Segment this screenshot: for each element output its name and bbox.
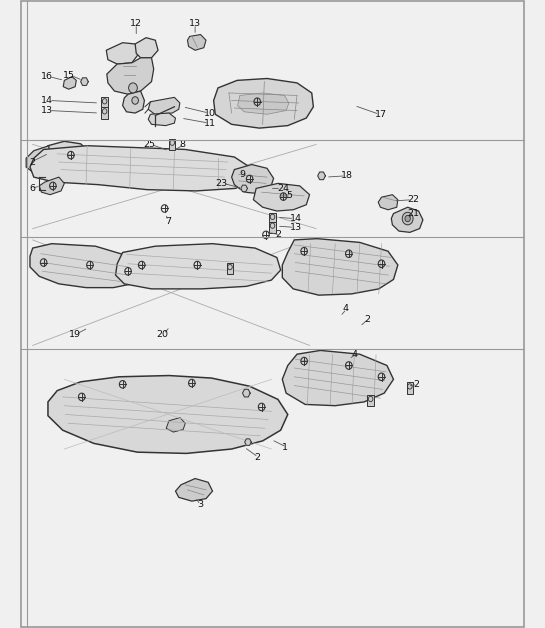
Text: 20: 20 bbox=[156, 330, 168, 338]
Polygon shape bbox=[391, 207, 423, 232]
Bar bbox=[227, 263, 233, 274]
Bar bbox=[367, 395, 374, 406]
Text: 8: 8 bbox=[180, 140, 186, 149]
Text: 2: 2 bbox=[254, 453, 260, 462]
Text: 24: 24 bbox=[277, 184, 289, 193]
Polygon shape bbox=[245, 439, 251, 445]
Text: 15: 15 bbox=[63, 71, 75, 80]
Bar bbox=[169, 139, 175, 150]
Polygon shape bbox=[30, 146, 253, 191]
Polygon shape bbox=[63, 77, 76, 89]
Text: 14: 14 bbox=[290, 214, 302, 223]
Circle shape bbox=[402, 212, 413, 225]
Polygon shape bbox=[107, 58, 154, 94]
Text: 2: 2 bbox=[29, 158, 35, 166]
Text: 2: 2 bbox=[364, 315, 370, 323]
Polygon shape bbox=[81, 78, 88, 85]
Polygon shape bbox=[241, 185, 247, 192]
Text: 19: 19 bbox=[69, 330, 81, 338]
Text: 9: 9 bbox=[240, 170, 246, 179]
Polygon shape bbox=[26, 146, 49, 172]
Text: 2: 2 bbox=[413, 380, 419, 389]
Circle shape bbox=[132, 97, 138, 104]
Text: 4: 4 bbox=[342, 305, 348, 313]
Polygon shape bbox=[378, 195, 398, 210]
Polygon shape bbox=[116, 244, 281, 289]
Polygon shape bbox=[175, 479, 213, 501]
Text: 23: 23 bbox=[216, 179, 228, 188]
Polygon shape bbox=[48, 376, 288, 453]
Circle shape bbox=[129, 83, 137, 93]
Polygon shape bbox=[238, 93, 289, 114]
Bar bbox=[407, 382, 413, 394]
Text: 16: 16 bbox=[41, 72, 53, 81]
Text: 25: 25 bbox=[143, 140, 155, 149]
Text: 11: 11 bbox=[204, 119, 216, 127]
Polygon shape bbox=[214, 78, 313, 128]
Circle shape bbox=[405, 215, 410, 222]
Text: 14: 14 bbox=[41, 96, 53, 105]
Text: 17: 17 bbox=[375, 110, 387, 119]
Text: 1: 1 bbox=[282, 443, 288, 452]
Bar bbox=[269, 213, 276, 224]
Polygon shape bbox=[30, 244, 141, 288]
Polygon shape bbox=[243, 389, 250, 397]
Polygon shape bbox=[253, 183, 310, 211]
Polygon shape bbox=[135, 38, 158, 58]
Polygon shape bbox=[148, 113, 175, 126]
Text: 6: 6 bbox=[29, 184, 35, 193]
Polygon shape bbox=[123, 91, 144, 113]
Text: 10: 10 bbox=[204, 109, 216, 117]
Polygon shape bbox=[187, 35, 206, 50]
Polygon shape bbox=[232, 165, 274, 193]
Text: 21: 21 bbox=[408, 209, 420, 218]
Bar bbox=[101, 97, 108, 109]
Text: 5: 5 bbox=[287, 192, 293, 200]
Polygon shape bbox=[148, 97, 180, 114]
Polygon shape bbox=[106, 43, 139, 64]
Text: 7: 7 bbox=[165, 217, 171, 225]
Polygon shape bbox=[318, 172, 325, 180]
Text: 22: 22 bbox=[408, 195, 420, 204]
Polygon shape bbox=[39, 177, 64, 195]
Polygon shape bbox=[166, 418, 185, 432]
Polygon shape bbox=[43, 141, 88, 166]
Text: 18: 18 bbox=[341, 171, 353, 180]
Polygon shape bbox=[282, 239, 398, 295]
Bar bbox=[269, 222, 276, 233]
Text: 13: 13 bbox=[290, 223, 302, 232]
Text: 4: 4 bbox=[352, 350, 358, 359]
Polygon shape bbox=[282, 350, 393, 406]
Text: 13: 13 bbox=[189, 19, 201, 28]
Text: 2: 2 bbox=[276, 230, 282, 239]
Bar bbox=[101, 107, 108, 119]
Text: 13: 13 bbox=[41, 106, 53, 115]
Text: 3: 3 bbox=[197, 501, 204, 509]
Text: 12: 12 bbox=[130, 19, 142, 28]
